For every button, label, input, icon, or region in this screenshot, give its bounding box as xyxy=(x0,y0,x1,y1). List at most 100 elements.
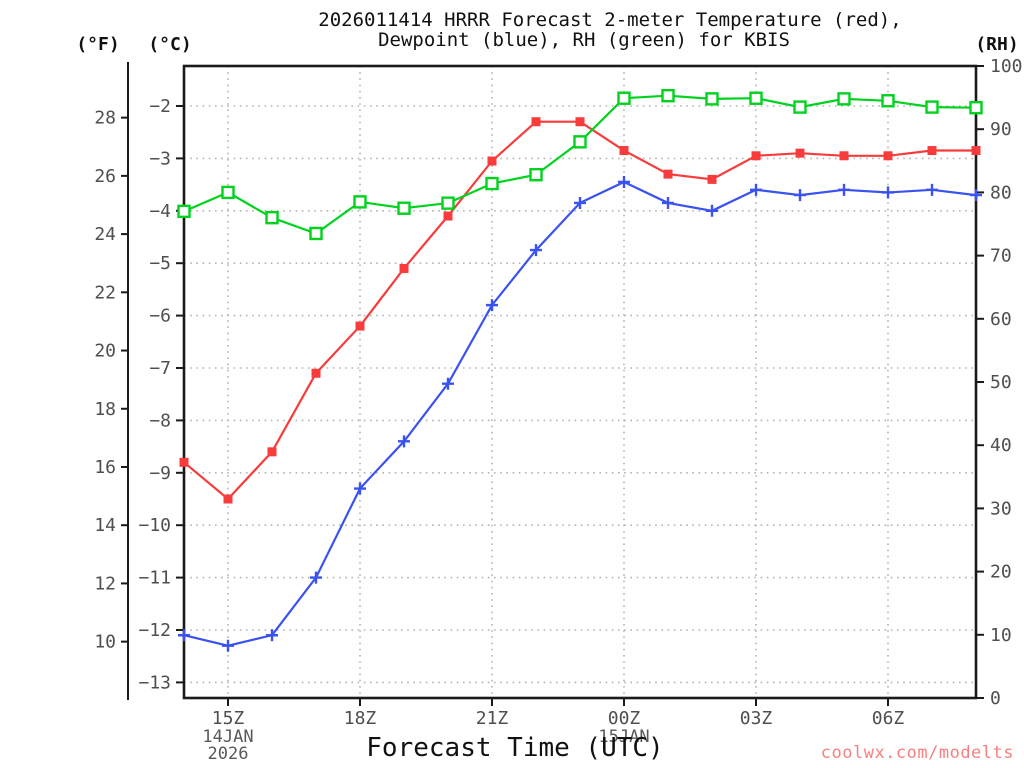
marker-filled-square xyxy=(663,169,673,179)
marker-open-square xyxy=(617,91,631,105)
marker-open-square xyxy=(177,204,191,219)
celsius-tick-label: −3 xyxy=(149,148,171,169)
rh-tick-label: 10 xyxy=(990,625,1012,646)
series-line xyxy=(183,94,977,235)
series-dewpoint xyxy=(178,175,982,652)
fahrenheit-tick-label: 10 xyxy=(94,632,116,653)
marker-open-square xyxy=(705,92,719,106)
celsius-tick-label: −10 xyxy=(138,515,171,536)
marker-open-square xyxy=(573,135,587,149)
rh-tick-label: 70 xyxy=(990,246,1012,267)
marker-plus xyxy=(486,299,498,312)
series-line xyxy=(183,120,976,501)
marker-plus xyxy=(222,639,234,652)
celsius-tick-label: −6 xyxy=(149,306,171,327)
marker-open-square xyxy=(353,195,367,209)
marker-plus xyxy=(530,244,542,257)
time-tick-label: 21Z xyxy=(476,708,509,729)
chart-title-line1: 2026011414 HRRR Forecast 2-meter Tempera… xyxy=(318,9,901,31)
rh-tick-label: 30 xyxy=(990,498,1012,519)
plot-border xyxy=(182,64,978,700)
fahrenheit-tick-label: 20 xyxy=(94,341,116,362)
rh-tick-label: 60 xyxy=(990,309,1012,330)
marker-open-square xyxy=(441,196,455,210)
marker-filled-square xyxy=(971,146,981,156)
time-tick-label: 15Z xyxy=(212,708,245,729)
marker-open-square xyxy=(969,101,983,115)
marker-filled-square xyxy=(179,457,189,467)
x-axis-title: Forecast Time (UTC) xyxy=(366,733,663,763)
marker-filled-square xyxy=(443,211,453,221)
time-tick-label: 00Z xyxy=(608,708,641,729)
data-series xyxy=(177,89,983,652)
fahrenheit-tick-label: 12 xyxy=(94,573,116,594)
marker-open-square xyxy=(221,185,235,200)
time-tick-label: 18Z xyxy=(344,708,377,729)
watermark-link[interactable]: coolwx.com/modelts xyxy=(821,743,1014,763)
celsius-tick-label: −8 xyxy=(149,410,171,431)
rh-tick-label: 40 xyxy=(990,435,1012,456)
fahrenheit-axis-label: (°F) xyxy=(76,34,119,55)
marker-filled-square xyxy=(707,174,717,184)
chart-title-line2: Dewpoint (blue), RH (green) for KBIS xyxy=(378,29,790,51)
celsius-tick-label: −2 xyxy=(149,96,171,117)
marker-open-square xyxy=(925,100,939,114)
celsius-tick-label: −11 xyxy=(138,568,171,589)
fahrenheit-tick-label: 26 xyxy=(94,166,116,187)
date-label: 2026 xyxy=(208,744,249,764)
marker-plus xyxy=(618,175,630,188)
marker-plus xyxy=(882,186,894,199)
marker-open-square xyxy=(793,100,807,114)
time-tick-label: 03Z xyxy=(740,708,773,729)
marker-plus xyxy=(794,189,806,202)
fahrenheit-tick-label: 24 xyxy=(94,224,116,245)
series-2-meter-temperature xyxy=(179,117,981,504)
rh-tick-label: 100 xyxy=(990,56,1023,77)
rh-tick-label: 50 xyxy=(990,372,1012,393)
marker-filled-square xyxy=(487,156,497,166)
marker-plus xyxy=(442,377,454,390)
celsius-tick-label: −9 xyxy=(149,463,171,484)
marker-filled-square xyxy=(927,146,937,156)
axis-ticks-and-labels: −2−3−4−5−6−7−8−9−10−11−12−13100908070605… xyxy=(138,56,1022,764)
marker-filled-square xyxy=(311,368,321,378)
marker-filled-square xyxy=(883,151,893,161)
marker-filled-square xyxy=(531,117,541,127)
plot-frame xyxy=(182,64,978,700)
series-line xyxy=(183,180,977,647)
marker-filled-square xyxy=(267,447,277,457)
marker-filled-square xyxy=(795,148,805,158)
celsius-tick-label: −5 xyxy=(149,253,171,274)
marker-filled-square xyxy=(839,151,849,161)
marker-open-square xyxy=(881,94,895,108)
marker-open-square xyxy=(265,210,279,225)
fahrenheit-tick-label: 28 xyxy=(94,108,116,129)
marker-open-square xyxy=(661,89,675,103)
marker-plus xyxy=(706,204,718,217)
fahrenheit-tick-label: 16 xyxy=(94,457,116,478)
marker-open-square xyxy=(309,226,323,241)
marker-plus xyxy=(970,189,982,202)
marker-plus xyxy=(266,629,278,642)
rh-tick-label: 80 xyxy=(990,182,1012,203)
marker-plus xyxy=(354,482,366,495)
marker-plus xyxy=(838,183,850,196)
date-label: 15JAN xyxy=(598,727,649,747)
fahrenheit-axis: 28 26 24 22 20 18 16 14 12 10 xyxy=(94,62,129,700)
marker-plus xyxy=(310,571,322,584)
marker-filled-square xyxy=(355,321,365,331)
fahrenheit-tick-label: 18 xyxy=(94,399,116,420)
marker-filled-square xyxy=(575,117,585,127)
celsius-tick-label: −12 xyxy=(138,620,171,641)
rh-axis-label: (RH) xyxy=(975,34,1018,55)
marker-open-square xyxy=(397,201,411,215)
fahrenheit-tick-label: 22 xyxy=(94,282,116,303)
marker-open-square xyxy=(749,91,763,105)
marker-plus xyxy=(662,196,674,209)
marker-filled-square xyxy=(751,151,761,161)
marker-plus xyxy=(398,435,410,448)
marker-plus xyxy=(574,196,586,209)
marker-plus xyxy=(926,183,938,196)
